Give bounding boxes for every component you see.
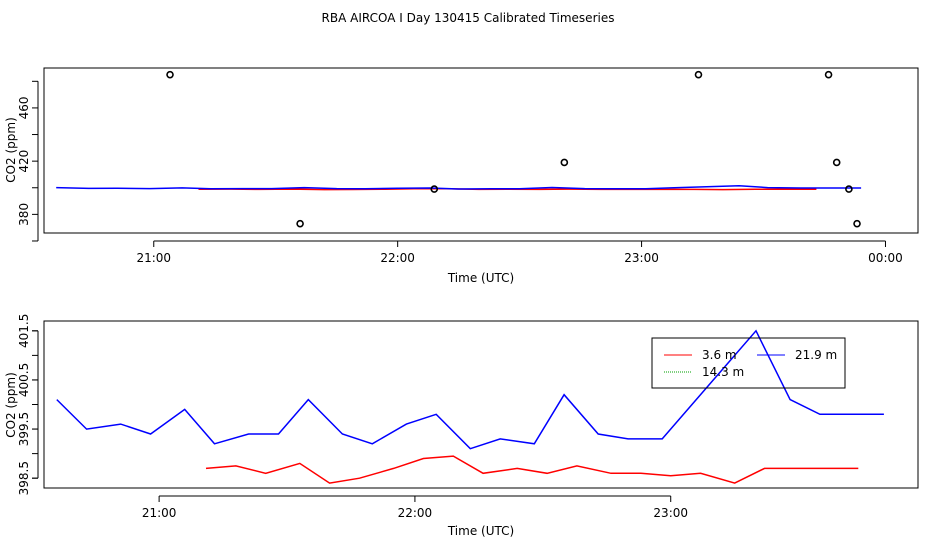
p1-data-point	[166, 70, 174, 79]
legend: 3.6 m 21.9 m 14.3 m	[651, 337, 846, 389]
panel-top-ylabel: CO2 (ppm)	[4, 117, 18, 183]
panel-bottom: Time (UTC) CO2 (ppm) 21:00 22:00 23:00 398.…	[4, 314, 919, 538]
p2-series-line-1	[56, 329, 884, 450]
p1-x-tick-label: 22:00	[380, 251, 415, 265]
p1-data-point	[694, 70, 703, 79]
p2-x-tick-label: 22:00	[398, 506, 433, 520]
panel-bottom-frame	[43, 320, 919, 489]
p1-data-point	[853, 219, 861, 228]
p1-x-tick-label: 00:00	[868, 251, 903, 265]
p1-series-line-1	[56, 185, 862, 190]
legend-label-3-6m: 3.6 m	[702, 348, 737, 362]
p2-y-tick-label: 401.5	[17, 314, 31, 348]
p1-data-point	[832, 158, 841, 167]
p2-y-tick-label: 400.5	[17, 363, 31, 397]
p1-x-tick-label: 23:00	[624, 251, 659, 265]
p2-x-tick-label: 21:00	[142, 506, 177, 520]
p1-data-point	[824, 70, 833, 79]
p1-y-tick-label: 460	[17, 96, 31, 119]
p1-data-point	[296, 219, 304, 228]
panel-bottom-ylabel: CO2 (ppm)	[4, 372, 18, 438]
legend-label-21-9m: 21.9 m	[795, 348, 837, 362]
p2-y-tick-label: 398.5	[17, 461, 31, 495]
p2-x-tick-label: 23:00	[653, 506, 688, 520]
legend-label-14-3m: 14.3 m	[702, 365, 744, 379]
p2-y-tick-label: 399.5	[17, 412, 31, 446]
p1-data-point	[430, 185, 439, 193]
p1-y-tick-label: 380	[17, 203, 31, 226]
panel-top-frame	[43, 67, 919, 234]
chart-title: RBA AIRCOA I Day 130415 Calibrated Times…	[322, 11, 615, 25]
legend-box	[651, 337, 846, 389]
panel-top: Time (UTC) CO2 (ppm) 21:00 22:00 23:00 00:0…	[4, 67, 919, 285]
panel-top-xlabel: Time (UTC)	[447, 271, 514, 285]
p1-y-tick-label: 420	[17, 150, 31, 173]
p1-data-point	[560, 158, 569, 167]
p2-series-line-0	[205, 455, 859, 484]
panel-bottom-xlabel: Time (UTC)	[447, 524, 514, 538]
p1-data-point	[845, 185, 853, 193]
p1-x-tick-label: 21:00	[136, 251, 171, 265]
